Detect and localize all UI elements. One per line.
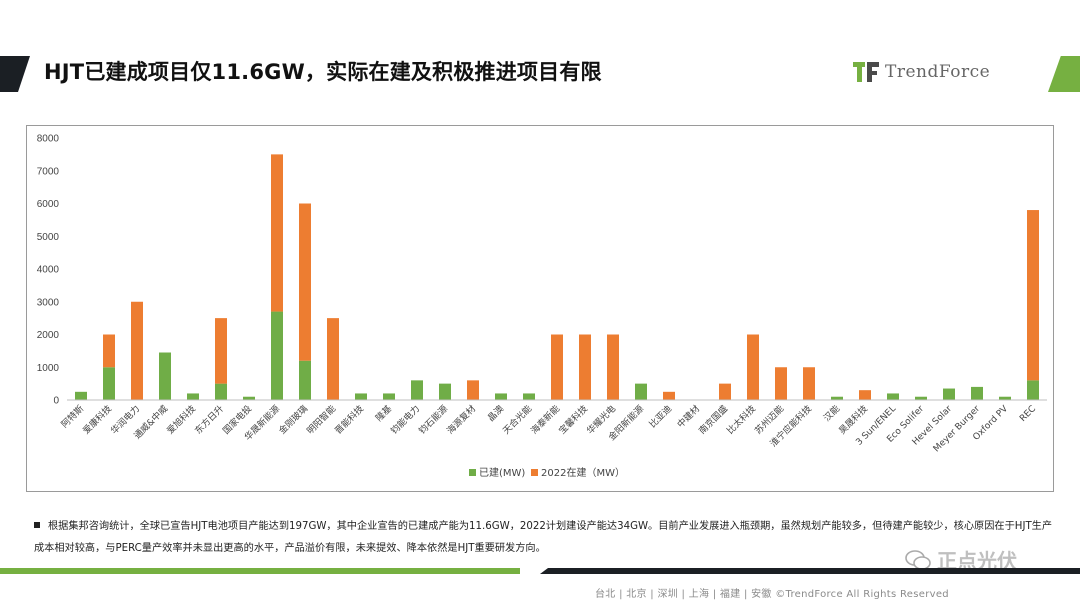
page-title: HJT已建成项目仅11.6GW，实际在建及积极推进项目有限 [44, 60, 602, 84]
x-tick-label: 宝馨科技 [556, 403, 590, 437]
x-tick-label: 阿特斯 [59, 403, 87, 431]
bar-built [75, 391, 87, 400]
x-tick-label: 海源复材 [444, 403, 478, 437]
bar-built [915, 396, 927, 400]
x-tick-label: 爱康科技 [80, 403, 114, 437]
x-tick-label: 钧石能源 [416, 403, 450, 437]
footer-text: 台北 | 北京 | 深圳 | 上海 | 福建 | 安徽 ©TrendForce … [595, 589, 949, 600]
footer-dark-stripe [540, 568, 1080, 574]
y-tick-label: 1000 [37, 363, 60, 374]
y-tick-label: 4000 [37, 265, 60, 276]
bar-built [635, 383, 647, 400]
x-tick-label: 汉能 [821, 403, 842, 424]
bar-construction [215, 318, 227, 384]
bar-built [243, 396, 255, 400]
note-bullet-icon [34, 522, 40, 528]
x-tick-label: 比太科技 [724, 403, 758, 437]
bar-construction [271, 154, 283, 312]
bar-construction [579, 334, 591, 400]
trendforce-logo-mark [853, 62, 879, 82]
bar-built [187, 393, 199, 400]
bar-built [411, 380, 423, 400]
bar-construction [103, 334, 115, 368]
bar-built [439, 383, 451, 400]
x-tick-label: 南京国盛 [696, 403, 730, 437]
x-tick-label: 东方日升 [192, 403, 226, 437]
x-tick-label: REC [1018, 404, 1038, 424]
y-tick-label: 6000 [37, 199, 60, 210]
y-tick-label: 7000 [37, 166, 60, 177]
bar-construction [607, 334, 619, 400]
legend-label-construction: 2022在建（MW） [541, 466, 625, 479]
bar-construction [1027, 210, 1039, 381]
bar-construction [775, 367, 787, 400]
bar-built [299, 360, 311, 400]
x-tick-label: 明阳智能 [304, 403, 338, 437]
bar-built [887, 393, 899, 400]
bar-construction [747, 334, 759, 400]
right-header-accent [1048, 56, 1080, 92]
bar-construction [719, 383, 731, 400]
bar-built [103, 367, 115, 400]
trendforce-logo-text: TrendForce [885, 62, 991, 82]
x-tick-label: 隆基 [373, 403, 394, 424]
y-tick-label: 3000 [37, 297, 60, 308]
x-tick-label: 海泰新能 [528, 403, 562, 437]
bar-built [1027, 380, 1039, 400]
bar-built [523, 393, 535, 400]
x-tick-label: 中建材 [675, 403, 703, 431]
x-tick-label: 金刚玻璃 [276, 403, 310, 437]
x-tick-label: 钧能电力 [388, 403, 422, 437]
x-tick-label: 晶澳 [485, 403, 506, 424]
bar-built [943, 388, 955, 400]
legend-label-built: 已建(MW) [479, 466, 525, 479]
bar-construction [131, 301, 143, 400]
bar-built [159, 352, 171, 400]
bar-built [383, 393, 395, 400]
bar-built [271, 311, 283, 400]
legend-swatch-construction [531, 469, 538, 476]
footer-green-stripe [0, 568, 520, 574]
left-header-accent [0, 56, 30, 92]
bar-built [495, 393, 507, 400]
x-tick-label: 天合光能 [500, 403, 534, 437]
legend-swatch-built [469, 469, 476, 476]
summary-note: 根据集邦咨询统计，全球已宣告HJT电池项目产能达到197GW，其中企业宣告的已建… [34, 516, 1054, 560]
x-tick-label: 晋能科技 [332, 403, 366, 437]
trendforce-logo: TrendForce [853, 60, 990, 84]
bar-built [215, 383, 227, 400]
bar-built [999, 396, 1011, 400]
y-tick-label: 5000 [37, 232, 60, 243]
bar-construction [299, 203, 311, 361]
y-tick-label: 2000 [37, 330, 60, 341]
chart-panel: 0 1000 2000 3000 4000 5000 6000 7000 8000 阿特斯 爱康科技… [26, 125, 1054, 492]
wechat-icon [905, 549, 931, 570]
bar-construction [467, 380, 479, 400]
bar-construction [551, 334, 563, 400]
bar-construction [663, 391, 675, 400]
bar-construction [859, 390, 871, 400]
bar-built [355, 393, 367, 400]
x-tick-label: 爱旭科技 [164, 403, 198, 437]
bar-chart: 0 1000 2000 3000 4000 5000 6000 7000 8000 阿特斯爱康科技… [37, 134, 1047, 479]
bar-construction [327, 318, 339, 400]
bar-construction [803, 367, 815, 400]
y-tick-label: 8000 [37, 134, 60, 145]
summary-note-text: 根据集邦咨询统计，全球已宣告HJT电池项目产能达到197GW，其中企业宣告的已建… [34, 521, 1053, 554]
bar-built [971, 386, 983, 400]
y-tick-label: 0 [53, 396, 59, 407]
x-tick-label: 比亚迪 [647, 403, 675, 431]
bar-built [831, 396, 843, 400]
